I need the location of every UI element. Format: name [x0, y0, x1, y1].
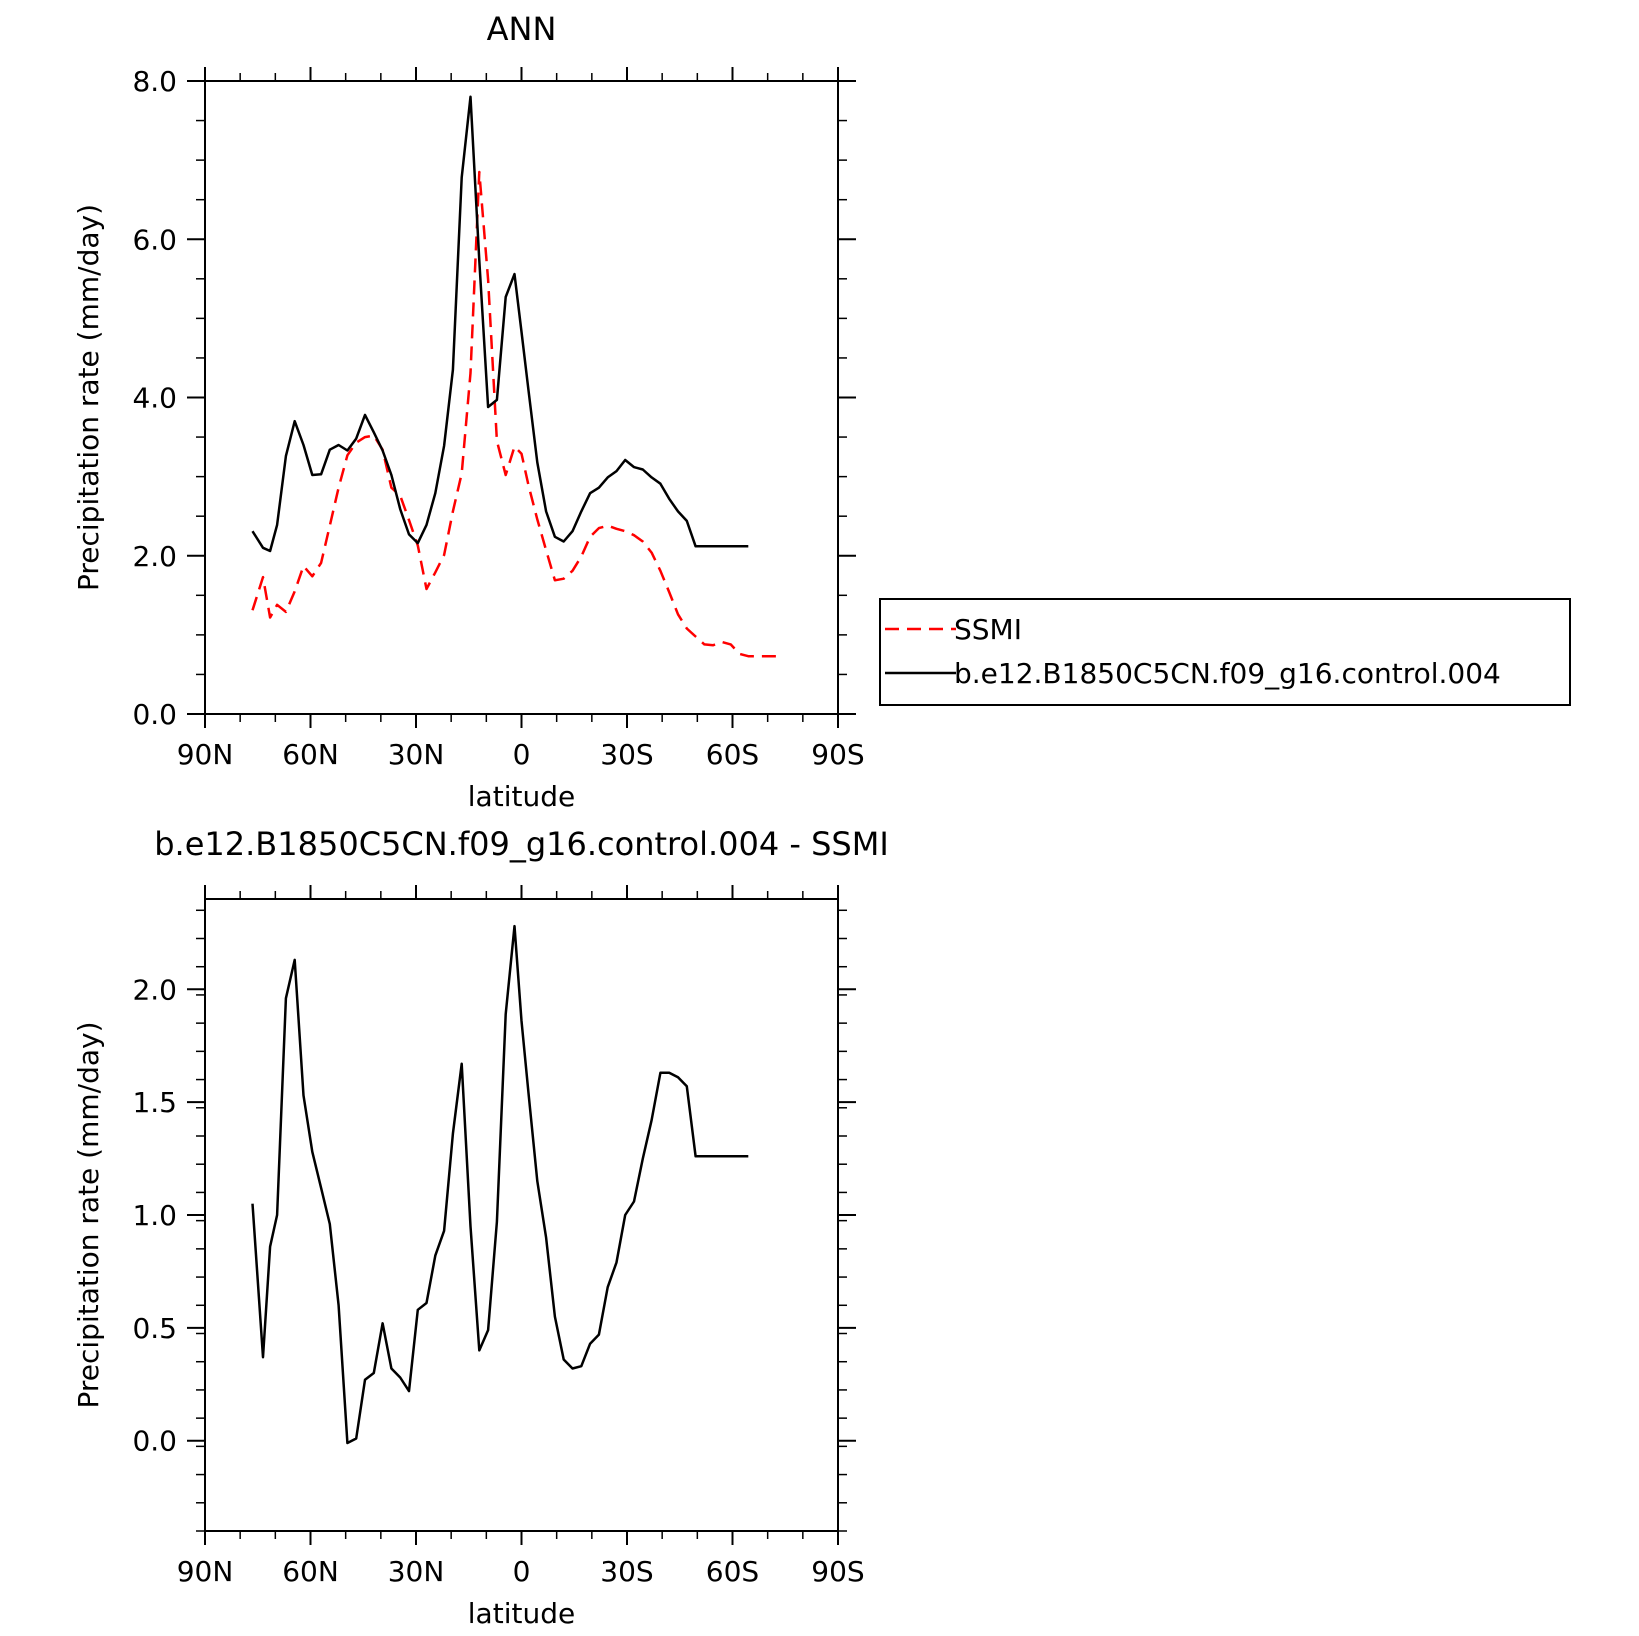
y-tick-label: 6.0 [132, 223, 177, 256]
y-tick-label: 1.5 [132, 1086, 177, 1119]
chart-title: b.e12.B1850C5CN.f09_g16.control.004 - SS… [154, 825, 889, 863]
x-axis-label: latitude [468, 1597, 575, 1630]
y-tick-label: 0.0 [132, 1425, 177, 1458]
x-tick-label: 60N [282, 738, 339, 771]
x-tick-label: 90S [811, 1555, 864, 1588]
chart-difference: b.e12.B1850C5CN.f09_g16.control.004 - SS… [72, 825, 889, 1630]
y-tick-label: 4.0 [132, 382, 177, 415]
series-line-1 [251, 95, 749, 553]
y-tick-label: 1.0 [132, 1199, 177, 1232]
x-axis-label: latitude [468, 780, 575, 813]
series-line-0 [251, 924, 749, 1445]
x-tick-label: 30N [388, 738, 445, 771]
y-tick-label: 8.0 [132, 65, 177, 98]
x-tick-label: 30N [388, 1555, 445, 1588]
y-tick-label: 2.0 [132, 973, 177, 1006]
plot-frame [204, 898, 839, 1532]
x-tick-label: 90N [177, 738, 234, 771]
y-tick-label: 2.0 [132, 540, 177, 573]
x-tick-label: 90S [811, 738, 864, 771]
x-tick-label: 90N [177, 1555, 234, 1588]
x-tick-label: 60S [706, 1555, 759, 1588]
y-tick-label: 0.5 [132, 1312, 177, 1345]
x-tick-label: 60S [706, 738, 759, 771]
legend-box [879, 598, 1571, 706]
plot-frame [204, 80, 839, 715]
y-axis-label: Precipitation rate (mm/day) [72, 204, 105, 591]
x-tick-label: 0 [513, 1555, 531, 1588]
x-tick-label: 30S [600, 738, 653, 771]
chart-title: ANN [487, 10, 557, 48]
chart-annual-zonal-mean: ANN 90N 60N 30N 0 30S 60S 90S 0.0 2.0 4.0 6.0 8.0 lat… [72, 10, 1571, 813]
x-tick-label: 60N [282, 1555, 339, 1588]
y-axis-label: Precipitation rate (mm/day) [72, 1021, 105, 1408]
x-tick-label: 30S [600, 1555, 653, 1588]
legend-label-1: b.e12.B1850C5CN.f09_g16.control.004 [954, 657, 1501, 690]
series-line-0 [251, 170, 784, 658]
legend-label-0: SSMI [954, 613, 1022, 646]
x-tick-label: 0 [513, 738, 531, 771]
y-tick-label: 0.0 [132, 698, 177, 731]
